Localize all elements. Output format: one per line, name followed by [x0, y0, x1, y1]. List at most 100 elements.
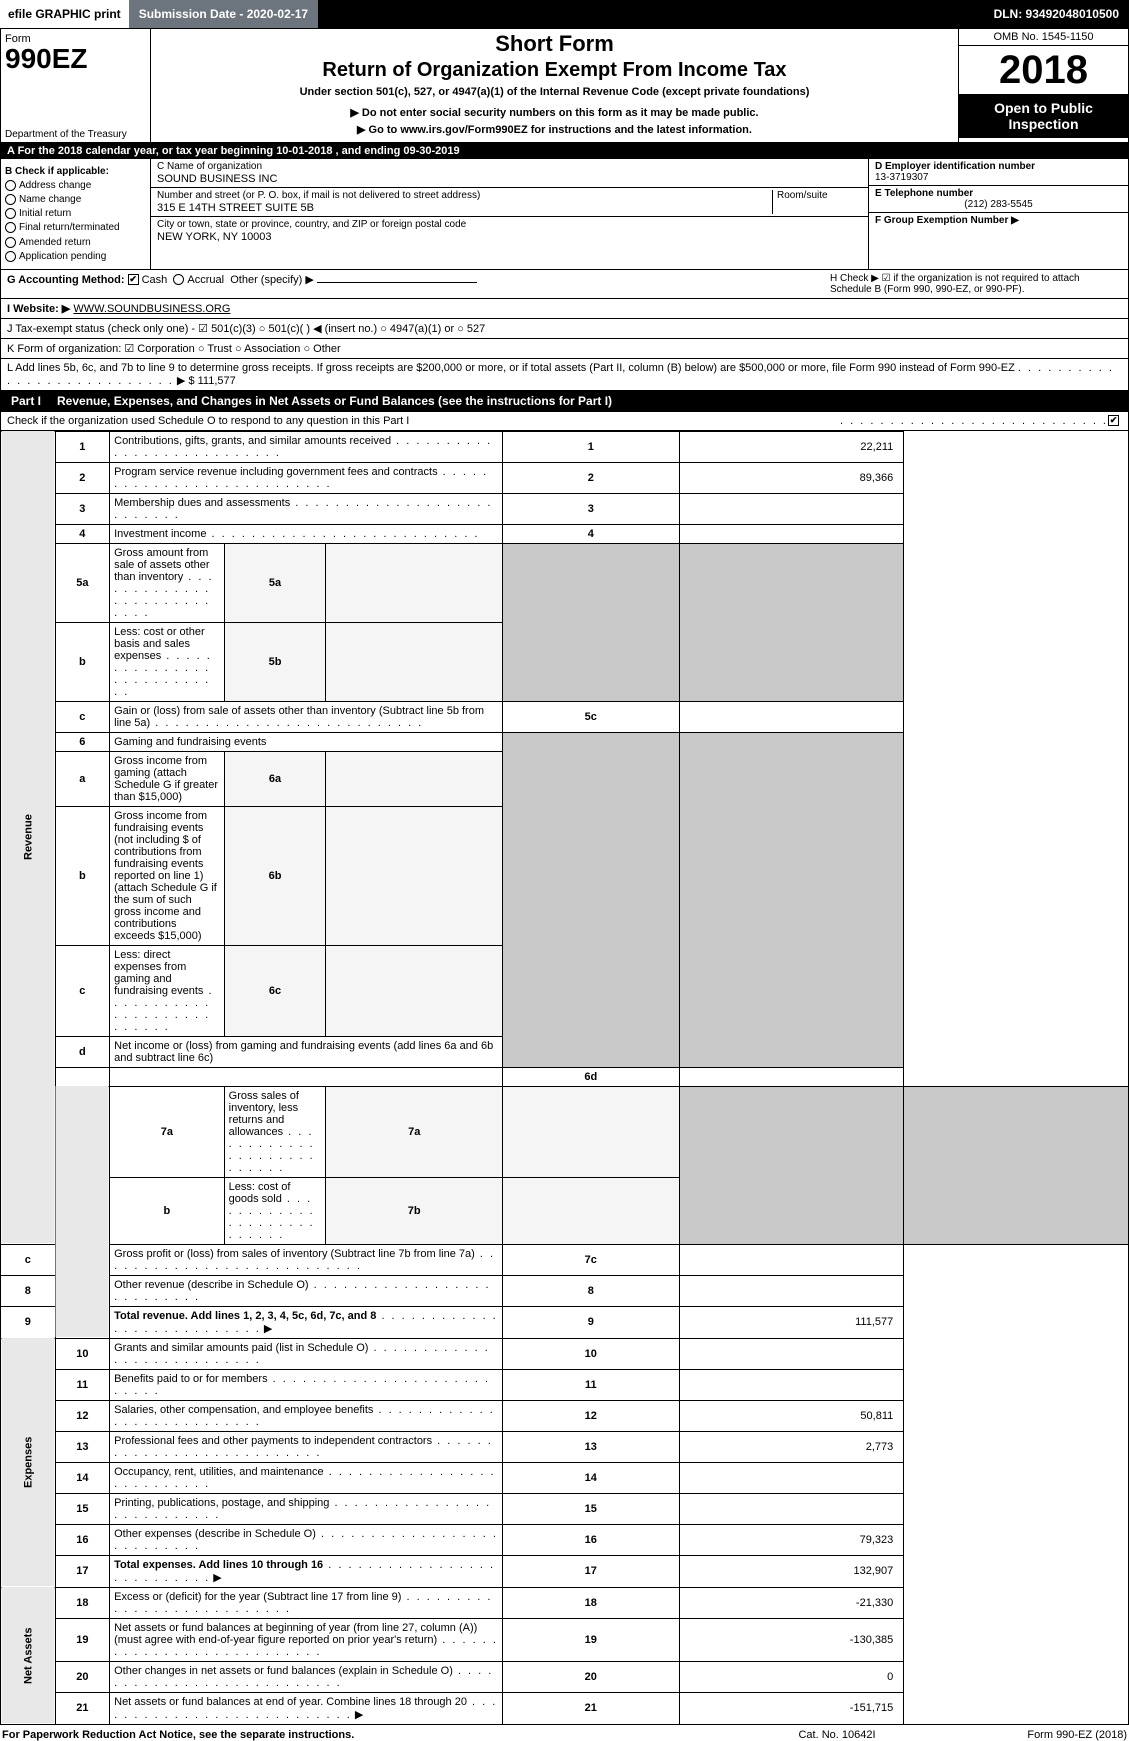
part-i-checkline: Check if the organization used Schedule …: [0, 412, 1129, 431]
line-5c-desc: Gain or (loss) from sale of assets other…: [110, 701, 503, 732]
address-cell: Number and street (or P. O. box, if mail…: [151, 188, 868, 217]
submission-date: Submission Date - 2020-02-17: [129, 0, 318, 28]
ein-cell: D Employer identification number 13-3719…: [869, 159, 1128, 186]
line-20-desc: Other changes in net assets or fund bala…: [110, 1661, 503, 1692]
line-12-desc: Salaries, other compensation, and employ…: [110, 1400, 503, 1431]
section-j: J Tax-exempt status (check only one) - ☑…: [0, 319, 1129, 339]
line-4-amount: [679, 524, 904, 543]
city-label: City or town, state or province, country…: [157, 219, 862, 230]
line-5a-sub: 5a: [224, 543, 326, 622]
chk-final-return[interactable]: Final return/terminated: [5, 222, 146, 233]
page-footer: For Paperwork Reduction Act Notice, see …: [0, 1725, 1129, 1741]
line-15-amount: [679, 1493, 904, 1524]
blank: [110, 1067, 503, 1086]
phone-cell: E Telephone number (212) 283-5545: [869, 186, 1128, 213]
footer-left: For Paperwork Reduction Act Notice, see …: [2, 1729, 747, 1741]
chk-cash[interactable]: [128, 274, 139, 285]
line-11-num: 11: [55, 1369, 110, 1400]
part-i-table: Revenue 1 Contributions, gifts, grants, …: [0, 431, 1129, 1725]
line-20-box: 20: [502, 1661, 679, 1692]
line-15-desc: Printing, publications, postage, and shi…: [110, 1493, 503, 1524]
chk-accrual[interactable]: [173, 274, 184, 285]
tax-year: 2018: [959, 46, 1128, 94]
chk-name-change[interactable]: Name change: [5, 194, 146, 205]
line-6a-sub: 6a: [224, 751, 326, 806]
line-13-num: 13: [55, 1431, 110, 1462]
open-to-public: Open to Public Inspection: [959, 94, 1128, 138]
line-17-box: 17: [502, 1555, 679, 1587]
line-6b-desc: Gross income from fundraising events (no…: [110, 806, 225, 945]
grey-6: [502, 732, 679, 1067]
website-link[interactable]: WWW.SOUNDBUSINESS.ORG: [73, 303, 230, 315]
accounting-method-label: G Accounting Method:: [7, 274, 125, 286]
line-18-amount: -21,330: [679, 1587, 904, 1618]
line-6c-val: [326, 945, 503, 1036]
form-header: Form 990EZ Department of the Treasury Sh…: [0, 28, 1129, 143]
dln: DLN: 93492048010500: [984, 0, 1129, 28]
other-method-input[interactable]: [317, 282, 477, 283]
revenue-sidebar-2: [55, 1086, 110, 1338]
line-11-box: 11: [502, 1369, 679, 1400]
line-7a-num: 7a: [110, 1086, 225, 1177]
website-label: I Website: ▶: [7, 303, 70, 315]
line-19-amount: -130,385: [679, 1618, 904, 1661]
line-12-box: 12: [502, 1400, 679, 1431]
line-16-amount: 79,323: [679, 1524, 904, 1555]
line-11-amount: [679, 1369, 904, 1400]
line-1-box: 1: [502, 431, 679, 462]
ein: 13-3719307: [875, 172, 1122, 183]
line-20-amount: 0: [679, 1661, 904, 1692]
efile-print[interactable]: efile GRAPHIC print: [0, 0, 129, 28]
line-17-num: 17: [55, 1555, 110, 1587]
chk-amended-return[interactable]: Amended return: [5, 237, 146, 248]
footer-center: Cat. No. 10642I: [747, 1729, 927, 1741]
warning-ssn: ▶ Do not enter social security numbers o…: [159, 106, 950, 119]
line-5b-desc: Less: cost or other basis and sales expe…: [110, 622, 225, 701]
line-15-box: 15: [502, 1493, 679, 1524]
line-10-desc: Grants and similar amounts paid (list in…: [110, 1338, 503, 1369]
line-18-desc: Excess or (deficit) for the year (Subtra…: [110, 1587, 503, 1618]
line-7c-desc: Gross profit or (loss) from sales of inv…: [110, 1244, 503, 1275]
line-6c-num: c: [55, 945, 110, 1036]
line-5a-desc: Gross amount from sale of assets other t…: [110, 543, 225, 622]
line-13-box: 13: [502, 1431, 679, 1462]
room-label: Room/suite: [777, 190, 862, 201]
expenses-sidebar: Expenses: [1, 1338, 56, 1587]
phone: (212) 283-5545: [875, 199, 1122, 210]
line-7c-box: 7c: [502, 1244, 679, 1275]
section-c: C Name of organization SOUND BUSINESS IN…: [151, 159, 868, 269]
line-8-amount: [679, 1275, 904, 1306]
line-2-box: 2: [502, 462, 679, 493]
line-7a-sub: 7a: [326, 1086, 503, 1177]
section-def: D Employer identification number 13-3719…: [868, 159, 1128, 269]
line-16-box: 16: [502, 1524, 679, 1555]
line-1-num: 1: [55, 431, 110, 462]
instructions-link[interactable]: ▶ Go to www.irs.gov/Form990EZ for instru…: [159, 123, 950, 136]
line-1-amount: 22,211: [679, 431, 904, 462]
cash-label: Cash: [142, 274, 168, 286]
line-4-box: 4: [502, 524, 679, 543]
line-6a-num: a: [55, 751, 110, 806]
line-16-desc: Other expenses (describe in Schedule O): [110, 1524, 503, 1555]
schedule-o-checkbox[interactable]: [1108, 415, 1119, 426]
line-19-box: 19: [502, 1618, 679, 1661]
chk-address-change[interactable]: Address change: [5, 180, 146, 191]
line-6d-amount: [679, 1067, 904, 1086]
line-6a-desc: Gross income from gaming (attach Schedul…: [110, 751, 225, 806]
line-7c-amount: [679, 1244, 904, 1275]
line-9-amount: 111,577: [679, 1306, 904, 1338]
line-4-num: 4: [55, 524, 110, 543]
address: 315 E 14TH STREET SUITE 5B: [157, 201, 772, 214]
spacer: [318, 0, 983, 28]
department: Department of the Treasury: [5, 129, 127, 140]
blank: [55, 1067, 110, 1086]
chk-initial-return[interactable]: Initial return: [5, 208, 146, 219]
accrual-label: Accrual: [187, 274, 224, 286]
chk-application-pending[interactable]: Application pending: [5, 251, 146, 262]
top-bar: efile GRAPHIC print Submission Date - 20…: [0, 0, 1129, 28]
group-exemption-cell: F Group Exemption Number ▶: [869, 213, 1128, 228]
line-12-amount: 50,811: [679, 1400, 904, 1431]
main-title: Return of Organization Exempt From Incom…: [159, 59, 950, 82]
line-9-box: 9: [502, 1306, 679, 1338]
section-g: G Accounting Method: Cash Accrual Other …: [7, 273, 822, 295]
